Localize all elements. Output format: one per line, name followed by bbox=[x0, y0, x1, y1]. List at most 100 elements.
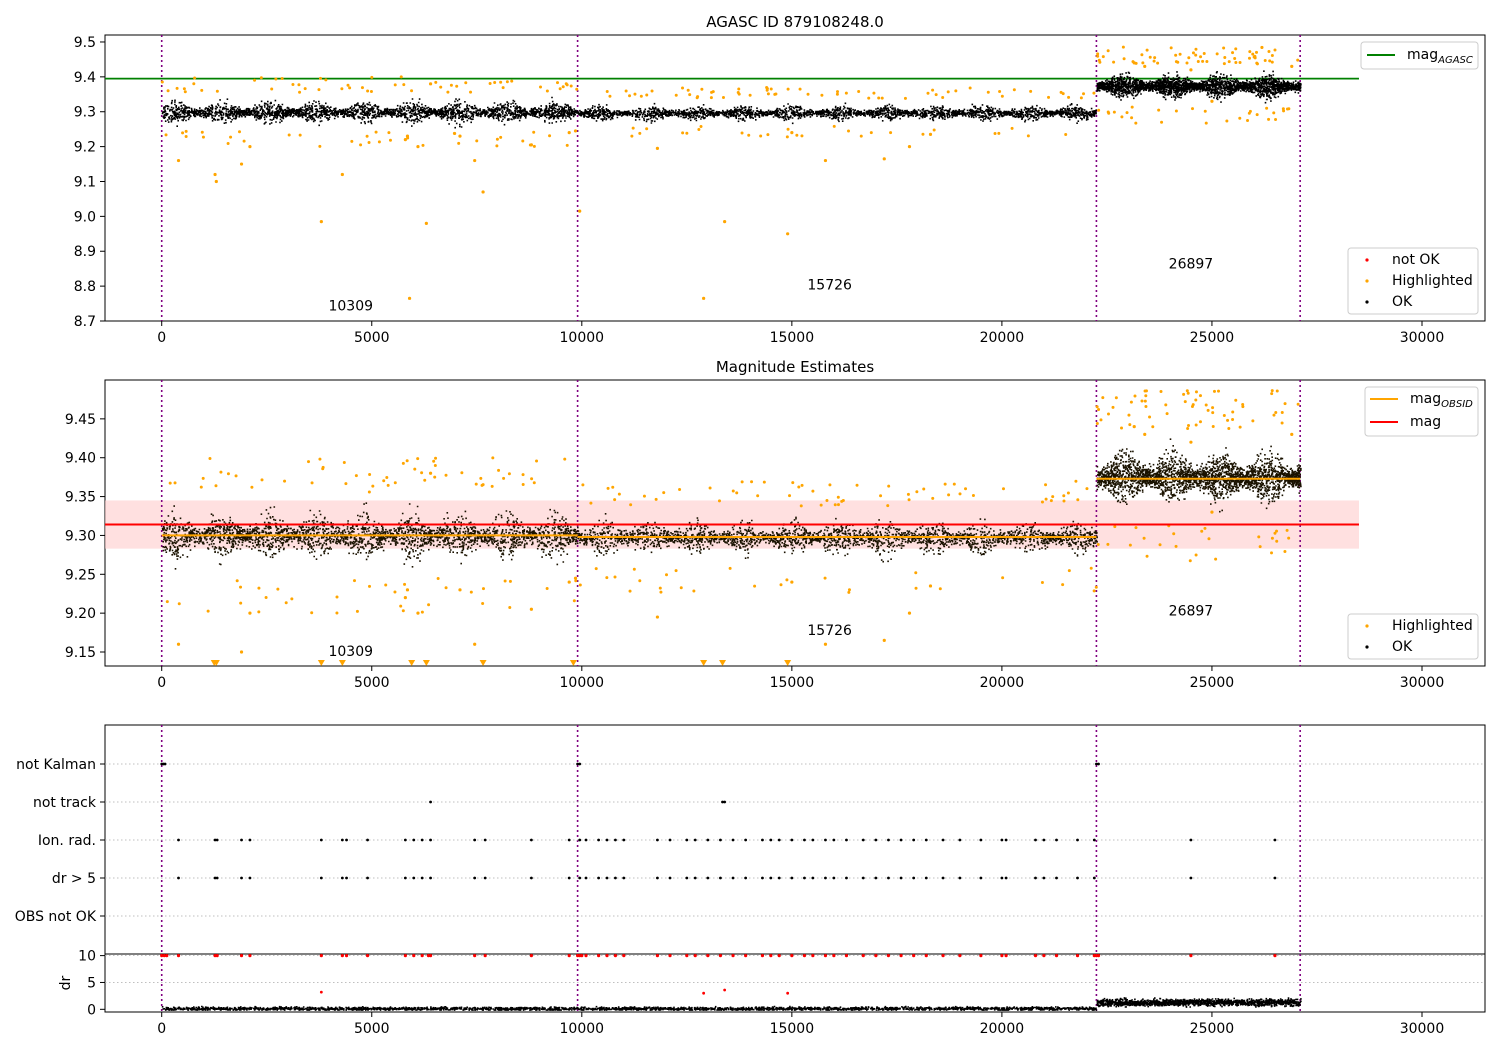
highlighted-point bbox=[1097, 108, 1101, 112]
flag-point bbox=[340, 838, 344, 842]
magnitude-plot-layer: 10309 15726 26897 0 5000 10000 15000 20000 25000… bbox=[65, 380, 1444, 691]
highlighted-point bbox=[1186, 391, 1190, 395]
flag-point bbox=[941, 838, 945, 842]
highlighted-point bbox=[346, 83, 350, 87]
highlighted-point bbox=[710, 90, 714, 94]
highlighted-point bbox=[457, 141, 461, 145]
highlighted-point bbox=[399, 604, 403, 608]
highlighted-point bbox=[1265, 106, 1269, 110]
x-tick-label: 0 bbox=[157, 1021, 166, 1037]
highlighted-point bbox=[200, 130, 204, 134]
highlighted-point bbox=[259, 76, 263, 80]
flag-point bbox=[1273, 876, 1277, 880]
outlier-point bbox=[424, 221, 428, 225]
highlighted-point bbox=[168, 481, 172, 485]
dr-point-cloud bbox=[161, 1005, 1098, 1011]
y-tick-label: 9.0 bbox=[74, 209, 96, 225]
highlighted-point bbox=[257, 610, 261, 614]
highlighted-point bbox=[352, 579, 356, 583]
legend-highlighted-label: Highlighted bbox=[1392, 273, 1473, 289]
highlighted-point bbox=[941, 95, 945, 99]
highlighted-point bbox=[679, 586, 683, 590]
outlier-point bbox=[458, 134, 462, 138]
highlighted-point bbox=[662, 491, 666, 495]
flag-point bbox=[723, 800, 727, 804]
highlighted-point bbox=[628, 94, 632, 98]
highlighted-point bbox=[257, 586, 261, 590]
dr-capped-point bbox=[239, 954, 244, 958]
highlighted-point bbox=[1151, 425, 1155, 429]
highlighted-point bbox=[1164, 403, 1168, 407]
outlier-point bbox=[213, 172, 217, 177]
dr-outlier-point bbox=[319, 990, 323, 994]
highlighted-point bbox=[1273, 531, 1277, 535]
highlighted-point bbox=[434, 456, 438, 460]
highlighted-point bbox=[1248, 50, 1252, 54]
highlighted-point bbox=[421, 143, 425, 147]
flag-point bbox=[213, 838, 217, 842]
highlighted-point bbox=[638, 131, 642, 135]
dr-capped-point bbox=[344, 954, 349, 958]
flag-point bbox=[845, 876, 848, 880]
highlighted-point bbox=[786, 127, 790, 131]
dr-capped-point bbox=[777, 954, 781, 958]
outlier-point bbox=[702, 296, 706, 300]
below-range-marker bbox=[569, 660, 577, 666]
flag-point bbox=[248, 876, 252, 880]
dr-capped-point bbox=[597, 954, 601, 958]
highlighted-point bbox=[446, 90, 450, 94]
dr-capped-point bbox=[1042, 954, 1046, 958]
highlighted-point bbox=[1198, 394, 1202, 398]
flag-point bbox=[429, 876, 432, 880]
highlighted-point bbox=[943, 482, 947, 486]
x-tick-label: 30000 bbox=[1400, 675, 1445, 691]
highlighted-point bbox=[242, 139, 246, 143]
flag-point bbox=[1076, 876, 1079, 880]
outlier-point bbox=[1132, 61, 1136, 65]
flag-point bbox=[1095, 762, 1098, 766]
below-range-marker bbox=[719, 660, 727, 666]
highlighted-point bbox=[986, 90, 990, 94]
highlighted-point bbox=[699, 124, 703, 128]
highlighted-point bbox=[1283, 549, 1287, 553]
highlighted-point bbox=[1064, 133, 1068, 137]
flag-point bbox=[731, 876, 735, 880]
highlighted-point bbox=[685, 131, 689, 135]
chart-title-agasc: AGASC ID 879108248.0 bbox=[706, 13, 884, 31]
highlighted-point bbox=[184, 134, 188, 138]
flag-point bbox=[924, 876, 928, 880]
highlighted-point bbox=[318, 144, 322, 148]
highlighted-point bbox=[1201, 59, 1205, 63]
flag-point bbox=[899, 838, 903, 842]
dr-capped-point bbox=[1000, 954, 1004, 958]
panel-magnitude-estimates: Magnitude Estimates 10309 15726 26897 0 5000… bbox=[65, 358, 1486, 691]
highlighted-point bbox=[1174, 109, 1178, 113]
highlighted-point bbox=[491, 456, 495, 460]
highlighted-point bbox=[914, 571, 918, 575]
highlighted-point bbox=[1263, 58, 1267, 62]
highlighted-point bbox=[499, 135, 503, 139]
highlighted-point bbox=[1217, 389, 1221, 393]
highlighted-point bbox=[1129, 400, 1133, 404]
flag-point bbox=[668, 876, 672, 880]
highlighted-point bbox=[270, 87, 274, 91]
dr-capped-point bbox=[769, 954, 773, 958]
highlighted-point bbox=[287, 133, 291, 137]
legend-mag-lines: magOBSID mag bbox=[1364, 386, 1479, 437]
highlighted-point bbox=[1096, 542, 1100, 546]
flag-point bbox=[240, 838, 243, 842]
outlier-point bbox=[458, 588, 462, 592]
highlighted-point bbox=[565, 143, 569, 147]
highlighted-point bbox=[887, 484, 891, 488]
flag-point bbox=[578, 838, 582, 842]
highlighted-point bbox=[759, 134, 763, 138]
dr-capped-point bbox=[580, 954, 584, 958]
y-tick-label: 8.9 bbox=[74, 244, 96, 260]
highlighted-point bbox=[934, 93, 938, 97]
highlighted-point bbox=[1029, 89, 1033, 93]
below-range-marker bbox=[784, 660, 792, 666]
highlighted-point bbox=[1234, 47, 1238, 51]
highlighted-point bbox=[260, 478, 264, 482]
x-tick-label: 25000 bbox=[1190, 675, 1235, 691]
highlighted-point bbox=[748, 93, 752, 97]
